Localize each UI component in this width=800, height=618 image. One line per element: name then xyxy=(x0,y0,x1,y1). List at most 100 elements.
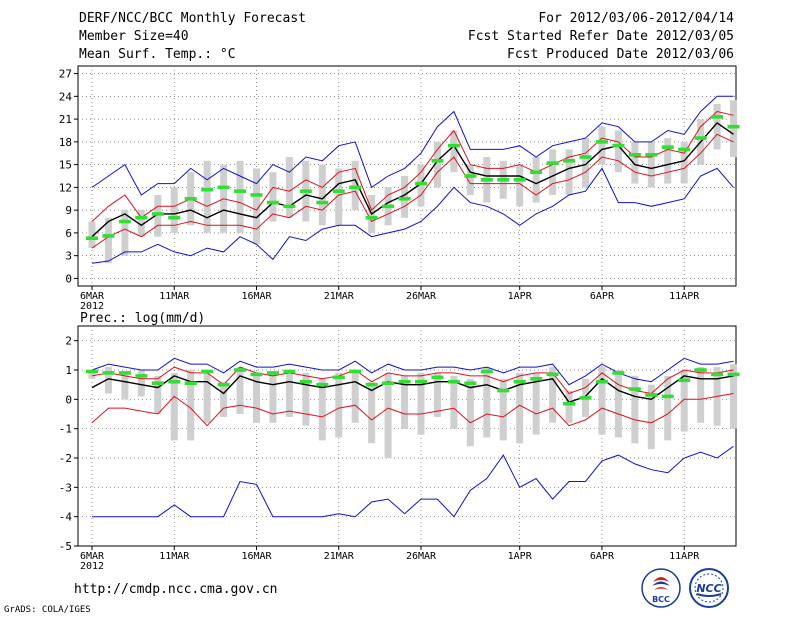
precipitation-max-line xyxy=(91,357,734,386)
temperature-spread-box xyxy=(466,164,474,195)
temperature-spread-box xyxy=(532,157,540,203)
temperature-median-marker xyxy=(711,115,724,119)
precipitation-spread-box xyxy=(433,372,441,417)
temperature-mean-line xyxy=(91,121,734,238)
precipitation-xtick-label: 11MAR xyxy=(159,551,190,562)
temperature-median-marker xyxy=(201,187,214,192)
temperature-median-marker xyxy=(118,219,131,224)
temperature-spread-box xyxy=(598,126,606,165)
precipitation-spread-box xyxy=(730,364,738,429)
temperature-median-marker xyxy=(184,196,197,201)
temperature-ytick-label: 15 xyxy=(59,159,72,172)
temperature-xtick-label: 26MAR xyxy=(406,291,437,302)
temperature-median-marker xyxy=(398,196,411,201)
precipitation-spread-box xyxy=(499,378,507,441)
precipitation-median-marker xyxy=(497,388,510,393)
temperature-median-marker xyxy=(86,236,98,241)
temperature-median-marker xyxy=(382,204,395,209)
temperature-spread-box xyxy=(565,149,573,195)
temperature-median-marker xyxy=(546,161,559,165)
temperature-spread-box xyxy=(121,210,129,256)
precipitation-median-marker xyxy=(480,369,493,374)
precipitation-spread-box xyxy=(384,372,392,458)
precipitation-median-marker xyxy=(250,372,263,377)
temperature-ytick-label: 6 xyxy=(65,227,72,240)
precipitation-mean-line xyxy=(91,375,734,404)
temperature-spread-box xyxy=(335,168,343,226)
precipitation-median-marker xyxy=(398,379,411,384)
precipitation-upper-line xyxy=(91,366,734,395)
ncc-logo-text: NCC xyxy=(696,582,721,595)
precipitation-median-marker xyxy=(332,375,345,380)
precipitation-median-marker xyxy=(431,375,444,380)
temperature-median-marker xyxy=(316,200,329,205)
precipitation-spread-box xyxy=(236,367,244,414)
precipitation-spread-box xyxy=(137,370,145,397)
temperature-median-marker xyxy=(332,189,345,193)
precipitation-median-marker xyxy=(365,382,378,387)
precipitation-spread-box xyxy=(532,372,540,435)
precipitation-median-marker xyxy=(628,387,641,391)
precipitation-ytick-label: -2 xyxy=(59,452,72,465)
temperature-spread-box xyxy=(236,160,244,233)
precipitation-xtick-label: 6MAR xyxy=(80,551,105,562)
precipitation-median-marker xyxy=(612,371,625,375)
precipitation-ytick-label: -1 xyxy=(59,423,72,436)
temperature-spread-box xyxy=(104,217,112,264)
temperature-spread-box xyxy=(351,160,359,211)
temperature-spread-box xyxy=(516,164,524,207)
temperature-median-marker xyxy=(727,124,740,129)
precipitation-median-marker xyxy=(595,379,608,384)
precipitation-median-marker xyxy=(201,369,214,374)
precipitation-median-marker xyxy=(234,368,247,372)
precipitation-median-marker xyxy=(727,372,740,377)
temperature-median-marker xyxy=(365,215,378,220)
temperature-ytick-label: 21 xyxy=(59,113,72,126)
temperature-median-marker xyxy=(595,140,608,144)
precipitation-spread-box xyxy=(549,367,557,423)
temperature-median-marker xyxy=(612,143,625,148)
precipitation-spread-box xyxy=(483,367,491,438)
footer-url[interactable]: http://cmdp.ncc.cma.gov.cn xyxy=(74,582,278,597)
precipitation-spread-box xyxy=(88,370,96,379)
precipitation-spread-box xyxy=(614,370,622,438)
precipitation-spread-box xyxy=(368,381,376,444)
temperature-ytick-label: 27 xyxy=(59,68,72,81)
temperature-spread-box xyxy=(154,194,162,237)
temperature-spread-box xyxy=(170,187,178,233)
precipitation-median-marker xyxy=(678,378,691,383)
precipitation-xtick-label: 1APR xyxy=(508,551,533,562)
precipitation-median-marker xyxy=(382,381,395,385)
precipitation-spread-box xyxy=(121,372,129,400)
temperature-median-marker xyxy=(250,193,263,197)
temperature-median-marker xyxy=(530,170,543,175)
precipitation-xtick-label: 11APR xyxy=(669,551,700,562)
precipitation-ytick-label: 1 xyxy=(65,364,72,377)
precipitation-median-marker xyxy=(711,372,724,377)
temperature-spread-box xyxy=(680,141,688,184)
temp-variable-label: Mean Surf. Temp.: °C xyxy=(79,47,236,62)
precipitation-median-marker xyxy=(86,369,98,374)
precipitation-spread-box xyxy=(631,375,639,444)
temperature-median-marker xyxy=(464,174,477,178)
precipitation-spread-box xyxy=(466,378,474,447)
precipitation-spread-box xyxy=(565,390,573,423)
temperature-xtick-label: 11APR xyxy=(669,291,700,302)
precipitation-spread-box xyxy=(680,370,688,432)
precipitation-spread-box xyxy=(401,375,409,429)
temperature-xtick-label: 6MAR xyxy=(80,291,105,302)
precipitation-xtick-label: 26MAR xyxy=(406,551,437,562)
temperature-spread-box xyxy=(88,221,96,249)
temperature-spread-box xyxy=(730,100,738,158)
temperature-median-marker xyxy=(217,185,230,190)
precipitation-spread-box xyxy=(104,367,112,394)
temperature-spread-box xyxy=(269,172,277,222)
grads-credit: GrADS: COLA/IGES xyxy=(4,605,91,615)
temperature-spread-box xyxy=(137,210,145,237)
temperature-median-marker xyxy=(135,215,148,220)
temperature-ytick-label: 24 xyxy=(59,90,73,103)
temperature-median-marker xyxy=(645,152,658,157)
precipitation-median-marker xyxy=(661,394,674,399)
temperature-xtick-year: 2012 xyxy=(80,301,104,312)
